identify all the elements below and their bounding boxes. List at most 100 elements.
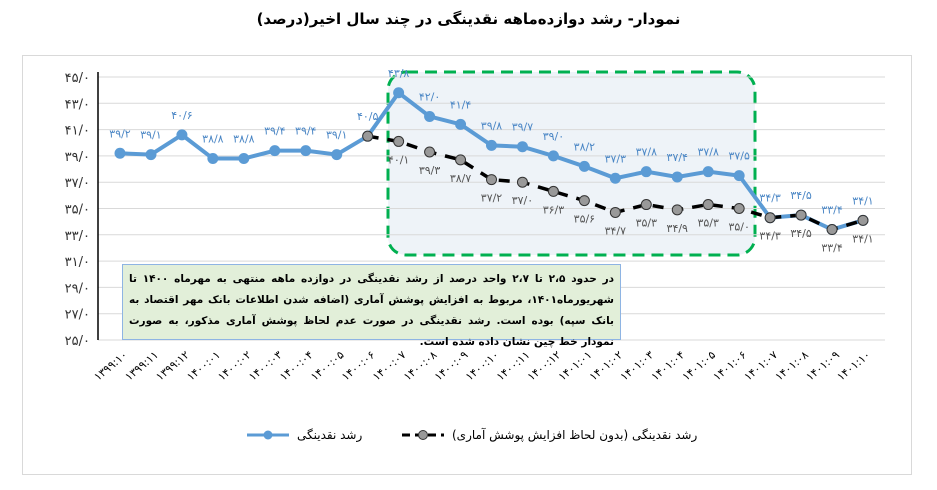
y-tick-label: ۴۱/۰: [65, 124, 90, 139]
data-label: ۳۹/۴: [264, 125, 286, 138]
data-label: ۳۴/۹: [667, 222, 689, 235]
data-point: [362, 130, 374, 142]
data-point: [424, 146, 436, 158]
data-point: [609, 172, 621, 184]
annotation-box: در حدود ۲،۵ تا ۲،۷ واحد درصد از رشد نقدی…: [122, 264, 621, 348]
x-tick-label: ۱۴۰۱:۰۳: [618, 348, 656, 383]
data-point: [424, 110, 436, 122]
data-label: ۳۳/۴: [821, 242, 843, 255]
y-tick-label: ۲۵/۰: [65, 334, 90, 349]
data-point: [269, 145, 281, 157]
data-point: [516, 176, 528, 188]
data-label: ۳۴/۱: [852, 232, 873, 245]
data-point: [826, 224, 838, 236]
data-point: [764, 212, 776, 224]
data-point: [486, 174, 497, 186]
data-label: ۳۷/۸: [636, 146, 658, 159]
data-label: ۴۰/۵: [357, 110, 379, 123]
data-label: ۳۴/۳: [759, 192, 781, 205]
data-point: [331, 149, 343, 161]
data-label: ۳۹/۷: [512, 121, 534, 134]
data-point: [393, 135, 405, 147]
data-label: ۳۴/۵: [790, 189, 812, 202]
data-point: [176, 129, 188, 141]
data-point: [857, 214, 869, 226]
data-label: ۳۶/۳: [543, 203, 565, 216]
data-point: [609, 206, 621, 218]
data-point: [578, 160, 590, 172]
data-point: [671, 171, 683, 183]
data-point: [547, 185, 559, 197]
data-label: ۳۷/۲: [481, 192, 503, 205]
data-label: ۳۴/۳: [759, 230, 781, 243]
legend-label-black: رشد نقدینگی (بدون لحاظ افزایش پوشش آماری…: [452, 428, 698, 442]
legend-swatch-black: [402, 430, 444, 440]
data-label: ۳۷/۴: [667, 151, 689, 164]
x-tick-label: ۱۴۰۱:۰۵: [680, 348, 718, 383]
x-tick-label: ۱۳۹۹:۱۱: [123, 348, 161, 383]
data-label: ۳۷/۰: [512, 194, 533, 207]
data-point: [455, 154, 467, 166]
x-tick-label: ۱۴۰۰:۰۷: [370, 348, 408, 383]
data-label: ۳۹/۳: [419, 164, 441, 177]
data-label: ۳۹/۰: [543, 130, 564, 143]
data-point: [702, 166, 714, 178]
x-tick-label: ۱۳۹۹:۱۰: [92, 348, 130, 383]
legend-item-black: رشد نقدینگی (بدون لحاظ افزایش پوشش آماری…: [400, 428, 697, 442]
data-label: ۳۸/۲: [574, 140, 596, 153]
y-tick-label: ۳۹/۰: [65, 150, 90, 165]
y-tick-label: ۴۳/۰: [65, 97, 90, 112]
legend-label-blue: رشد نقدینگی: [297, 428, 363, 442]
data-label: ۳۷/۳: [605, 152, 627, 165]
x-tick-label: ۱۴۰۱:۰۹: [804, 348, 842, 383]
x-tick-label: ۱۴۰۰:۱۲: [525, 348, 563, 383]
y-tick-label: ۳۳/۰: [65, 229, 90, 244]
x-tick-label: ۱۴۰۰:۰۲: [215, 348, 253, 383]
data-point: [145, 149, 157, 161]
data-point: [640, 199, 652, 211]
y-tick-label: ۳۵/۰: [65, 203, 90, 218]
data-label: ۳۵/۰: [728, 221, 749, 234]
data-point: [578, 195, 590, 207]
x-tick-label: ۱۴۰۱:۱۰: [835, 348, 873, 383]
data-point: [516, 141, 528, 153]
data-label: ۴۲/۰: [419, 90, 440, 103]
data-label: ۳۵/۳: [636, 217, 658, 230]
x-tick-label: ۱۳۹۹:۱۲: [153, 348, 191, 383]
data-label: ۳۸/۸: [233, 133, 255, 146]
legend-swatch-blue: [247, 430, 289, 440]
data-label: ۴۱/۴: [450, 98, 472, 111]
x-tick-label: ۱۴۰۰:۰۵: [308, 348, 346, 383]
data-point: [238, 153, 250, 165]
data-point: [486, 139, 497, 151]
data-label: ۳۷/۸: [697, 146, 719, 159]
data-point: [114, 147, 126, 159]
data-label: ۳۵/۶: [574, 213, 595, 226]
x-tick-label: ۱۴۰۰:۰۸: [401, 348, 439, 383]
data-point: [733, 170, 745, 182]
y-tick-label: ۲۷/۰: [65, 308, 90, 323]
data-point: [207, 153, 219, 165]
x-tick-label: ۱۴۰۱:۰۶: [711, 348, 749, 383]
data-point: [795, 209, 807, 221]
data-label: ۳۹/۱: [140, 129, 161, 142]
data-point: [455, 118, 467, 130]
data-label: ۳۴/۷: [605, 224, 627, 237]
x-tick-label: ۱۴۰۱:۰۸: [773, 348, 811, 383]
data-point: [671, 204, 683, 216]
x-tick-label: ۱۴۰۱:۰۲: [587, 348, 625, 383]
data-label: ۳۴/۵: [790, 227, 812, 240]
chart-frame: [22, 55, 912, 475]
legend-item-blue: رشد نقدینگی: [245, 428, 362, 442]
data-label: ۴۰/۶: [171, 109, 192, 122]
y-tick-label: ۲۹/۰: [65, 281, 90, 296]
x-tick-label: ۱۴۰۰:۰۹: [432, 348, 470, 383]
x-tick-label: ۱۴۰۱:۰۷: [742, 348, 780, 383]
data-label: ۳۷/۵: [728, 150, 750, 163]
data-label: ۳۹/۸: [481, 119, 503, 132]
data-point: [640, 166, 652, 178]
x-tick-label: ۱۴۰۰:۰۳: [246, 348, 284, 383]
y-tick-label: ۳۷/۰: [65, 176, 90, 191]
x-tick-label: ۱۴۰۰:۰۶: [339, 348, 377, 383]
